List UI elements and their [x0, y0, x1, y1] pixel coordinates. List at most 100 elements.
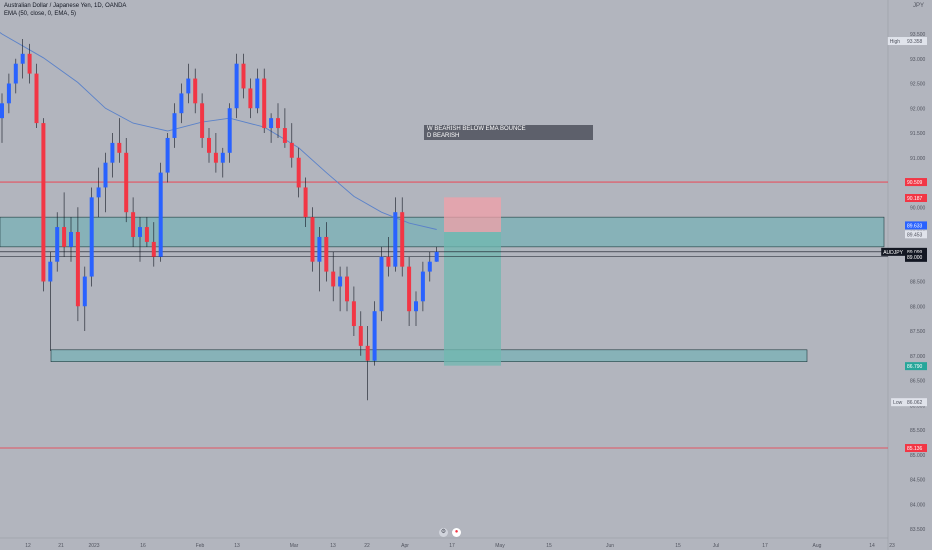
y-tick-label: 86.000 — [910, 403, 926, 409]
candle-body — [345, 276, 349, 302]
price-tag-box — [905, 193, 927, 202]
candle-body — [200, 103, 205, 138]
candle-body — [269, 118, 274, 129]
chart-title: Australian Dollar / Japanese Yen, 1D, OA… — [4, 3, 127, 9]
candle-body — [414, 301, 418, 312]
y-tick-label: 93.500 — [910, 32, 926, 38]
candle-body — [338, 276, 343, 287]
y-tick-label: 88.500 — [910, 280, 926, 286]
candle-body — [34, 73, 39, 124]
candle-body — [82, 276, 87, 307]
candle-body — [262, 78, 267, 129]
settings-icon[interactable]: ⚙ — [439, 528, 448, 537]
y-tick-label: 87.000 — [910, 354, 926, 360]
x-tick-label: 16 — [140, 543, 146, 549]
candle-body — [241, 63, 246, 89]
candle-body — [296, 157, 301, 188]
candle-body — [372, 311, 377, 361]
currency-label: JPY — [912, 3, 924, 9]
y-tick-label: 91.500 — [910, 131, 926, 137]
price-tag-label: High — [890, 39, 901, 45]
candle-body — [138, 227, 142, 237]
price-tag-value: 89.453 — [907, 232, 923, 238]
price-tag-box — [905, 398, 927, 407]
candle-body — [220, 152, 225, 163]
price-tag-box — [905, 37, 927, 46]
price-tag-label: Low — [893, 400, 903, 406]
candle-body — [282, 128, 287, 143]
take-profit-zone — [444, 232, 501, 366]
economic-event-icon[interactable]: ● — [452, 528, 461, 537]
candle-body — [434, 251, 439, 262]
x-tick-label: 14 — [869, 543, 875, 549]
x-tick-label: Feb — [196, 543, 205, 549]
candle-body — [331, 271, 336, 287]
price-tag-box — [905, 362, 927, 371]
candle-body — [179, 93, 184, 114]
x-tick-label: 21 — [58, 543, 64, 549]
x-tick-label: Jul — [713, 543, 719, 549]
candle-body — [69, 232, 73, 247]
candle-body — [96, 187, 101, 198]
candle-body — [193, 78, 198, 104]
candle-body — [317, 236, 322, 262]
price-tag-label-box — [881, 247, 905, 256]
x-tick-label: 23 — [889, 543, 895, 549]
x-tick-label: Apr — [401, 543, 409, 549]
price-tag-value: 86.062 — [907, 400, 923, 406]
candle-body — [13, 63, 18, 84]
candle-body — [213, 152, 218, 163]
analysis-note: W BEARISH BELOW EMA BOUNCE D BEARISH — [424, 125, 593, 140]
y-tick-label: 83.500 — [910, 527, 926, 533]
candle-body — [248, 88, 253, 109]
candle-body — [234, 63, 239, 109]
x-tick-label: 2023 — [88, 543, 99, 549]
price-tag-box — [905, 444, 927, 453]
candle-body — [289, 142, 294, 158]
candle-body — [365, 345, 370, 361]
candle-body — [310, 217, 315, 262]
price-tag-value: 85.136 — [907, 446, 923, 452]
candle-body — [324, 236, 329, 272]
candle-body — [393, 212, 398, 267]
price-tag-value: 90.509 — [907, 180, 923, 186]
x-tick-label: Mar — [290, 543, 299, 549]
candle-body — [276, 118, 280, 129]
x-tick-label: 12 — [25, 543, 31, 549]
y-tick-label: 91.000 — [910, 156, 926, 162]
candle-body — [75, 232, 80, 307]
y-tick-label: 85.500 — [910, 428, 926, 434]
candle-body — [27, 53, 32, 74]
price-tag-box — [905, 221, 927, 230]
candle-body — [110, 142, 115, 163]
candle-body — [48, 261, 53, 282]
candle-body — [407, 266, 412, 312]
y-tick-label: 86.500 — [910, 379, 926, 385]
x-tick-label: 13 — [330, 543, 336, 549]
y-tick-label: 85.000 — [910, 453, 926, 459]
x-tick-label: Jun — [606, 543, 614, 549]
x-tick-label: 15 — [546, 543, 552, 549]
ema-legend: EMA (50, close, 0, EMA, 5) — [4, 11, 77, 17]
price-tag-box — [905, 178, 927, 187]
candle-body — [255, 78, 260, 109]
price-tag-value: 86.790 — [907, 364, 923, 370]
stop-loss-zone — [444, 197, 501, 232]
y-tick-label: 87.500 — [910, 329, 926, 335]
candle-body — [6, 83, 11, 104]
candle-body — [131, 212, 136, 237]
price-tag-label: AUDJPY — [883, 250, 903, 256]
y-tick-label: 88.000 — [910, 304, 926, 310]
y-tick-label: 93.000 — [910, 57, 926, 63]
y-tick-label: 90.000 — [910, 205, 926, 211]
x-tick-label: 17 — [449, 543, 455, 549]
y-tick-label: 84.000 — [910, 502, 926, 508]
candle-body — [207, 137, 211, 153]
price-tag-label-box — [891, 398, 905, 407]
candle-body — [41, 123, 46, 282]
price-tag-box — [905, 230, 927, 239]
candle-body — [303, 187, 308, 218]
price-tag-label-box — [887, 37, 905, 46]
